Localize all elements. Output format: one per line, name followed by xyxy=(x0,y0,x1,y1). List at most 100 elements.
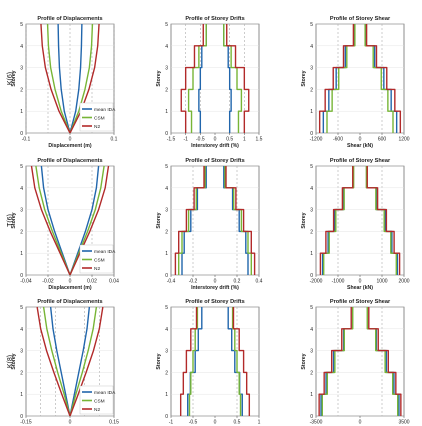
series-line xyxy=(42,306,71,417)
y-tick-label: 2 xyxy=(165,229,168,235)
series-line xyxy=(69,23,83,134)
chart-title: Profile of Storey Shear xyxy=(330,299,391,305)
y-axis-label: Storey xyxy=(11,70,17,86)
chart-panel: Profile of Displacements -0.04 -0.02 0 0.02 0… xyxy=(7,158,119,291)
y-tick-label: 4 xyxy=(165,327,168,333)
x-tick-label: -0.5 xyxy=(196,137,205,143)
chart-panel: Profile of Storey Drifts -0.4 -0.2 0 0.2 0.4 0… xyxy=(156,158,263,291)
legend-label: N2 xyxy=(94,266,100,272)
series-line xyxy=(36,306,71,417)
x-axis-label: Interstorey drift (%) xyxy=(191,285,239,291)
x-tick-label: 600 xyxy=(378,137,387,143)
x-axis-label: Displacement (m) xyxy=(48,285,92,291)
y-tick-label: 4 xyxy=(310,327,313,333)
x-axis-label: Shear (kN) xyxy=(347,143,373,149)
series-line xyxy=(49,306,71,417)
y-tick-label: 3 xyxy=(310,349,313,355)
y-tick-label: 0 xyxy=(310,273,313,279)
series-line xyxy=(69,23,94,134)
y-tick-label: 2 xyxy=(20,87,23,93)
chart-panel: Profile of Storey Drifts -1 -0.5 0 0.5 1 0 1 2 3 4… xyxy=(156,299,261,426)
legend-label: CSM xyxy=(94,399,105,405)
y-axis-label: Storey xyxy=(301,212,307,228)
y-axis-label: Storey xyxy=(301,70,307,86)
y-tick-label: 5 xyxy=(165,22,168,28)
series-line xyxy=(46,23,71,134)
y-tick-label: 5 xyxy=(165,305,168,311)
series-line xyxy=(225,166,256,275)
y-tick-label: 5 xyxy=(20,164,23,170)
series-line xyxy=(69,165,100,276)
x-tick-label: 1 xyxy=(258,420,261,426)
x-tick-label: 1000 xyxy=(376,279,387,285)
y-tick-label: 5 xyxy=(310,164,313,170)
y-tick-label: 5 xyxy=(310,305,313,311)
y-tick-label: 0 xyxy=(310,414,313,420)
chart-title: Profile of Displacements xyxy=(37,299,102,305)
x-tick-label: -2000 xyxy=(310,279,323,285)
x-tick-label: 0 xyxy=(214,137,217,143)
series-line xyxy=(179,307,198,416)
x-tick-label: -3500 xyxy=(310,420,323,426)
plot-frame xyxy=(315,306,405,417)
y-tick-label: 2 xyxy=(165,87,168,93)
y-tick-label: 2 xyxy=(20,229,23,235)
y-tick-label: 2 xyxy=(310,370,313,376)
series-line xyxy=(319,166,354,275)
x-tick-label: 0 xyxy=(214,279,217,285)
x-tick-label: 1.5 xyxy=(256,137,263,143)
y-tick-label: 0 xyxy=(20,273,23,279)
y-tick-label: 1 xyxy=(165,392,168,398)
y-tick-label: 5 xyxy=(20,22,23,28)
y-tick-label: 3 xyxy=(165,66,168,72)
chart-title: Profile of Displacements xyxy=(37,158,102,164)
series-line xyxy=(365,24,402,133)
x-tick-label: -600 xyxy=(333,137,343,143)
plot-frame xyxy=(315,23,405,134)
chart-title: Profile of Storey Shear xyxy=(330,158,391,164)
y-tick-label: 0 xyxy=(20,414,23,420)
y-tick-label: 5 xyxy=(165,164,168,170)
x-tick-label: 0 xyxy=(69,137,72,143)
x-tick-label: 0 xyxy=(214,420,217,426)
row-label: K(8) xyxy=(7,355,14,368)
chart-title: Profile of Displacements xyxy=(37,16,102,22)
y-tick-label: 4 xyxy=(310,186,313,192)
y-axis-label: Storey xyxy=(11,353,17,369)
y-tick-label: 4 xyxy=(20,44,23,50)
series-line xyxy=(57,23,71,134)
series-line xyxy=(40,165,71,276)
plot-frame xyxy=(315,165,405,276)
y-tick-label: 0 xyxy=(165,414,168,420)
y-tick-label: 4 xyxy=(20,327,23,333)
y-axis-label: Storey xyxy=(156,353,162,369)
x-tick-label: 1200 xyxy=(398,137,409,143)
y-tick-label: 1 xyxy=(165,251,168,257)
x-tick-label: -0.02 xyxy=(42,279,54,285)
chart-title: Profile of Storey Shear xyxy=(330,16,391,22)
series-line xyxy=(318,307,352,416)
series-line xyxy=(69,165,105,276)
x-axis-label: Interstorey drift (%) xyxy=(191,143,239,149)
plot-frame xyxy=(170,165,260,276)
series-line xyxy=(226,24,250,133)
x-tick-label: 0.15 xyxy=(109,420,119,426)
series-line xyxy=(232,307,251,416)
legend-label: N2 xyxy=(94,124,100,130)
y-tick-label: 1 xyxy=(20,392,23,398)
x-tick-label: 0 xyxy=(69,279,72,285)
y-tick-label: 4 xyxy=(165,186,168,192)
x-tick-label: -0.5 xyxy=(189,420,198,426)
y-tick-label: 1 xyxy=(20,251,23,257)
y-tick-label: 1 xyxy=(20,109,23,115)
x-tick-label: 2000 xyxy=(398,279,409,285)
x-tick-label: 0 xyxy=(359,420,362,426)
x-tick-label: -0.4 xyxy=(167,279,176,285)
y-tick-label: 2 xyxy=(165,370,168,376)
y-tick-label: 3 xyxy=(20,208,23,214)
x-tick-label: 1 xyxy=(243,137,246,143)
chart-panel: Profile of Storey Shear -1200 -600 0 600 1200… xyxy=(301,16,410,149)
legend-label: CSM xyxy=(94,116,105,122)
y-tick-label: 1 xyxy=(165,109,168,115)
